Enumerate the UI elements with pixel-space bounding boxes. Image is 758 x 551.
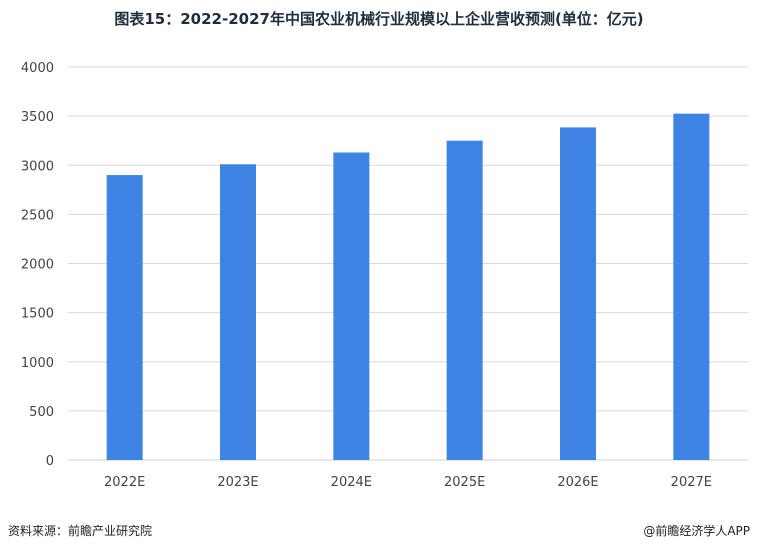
chart-title: 图表15：2022-2027年中国农业机械行业规模以上企业营收预测(单位：亿元) [114, 10, 644, 28]
x-axis-ticks: 2022E 2023E 2024E 2025E 2026E 2027E [104, 475, 712, 490]
bar-2026E [560, 127, 596, 460]
x-tick-label: 2027E [671, 475, 712, 490]
y-tick-label: 1500 [21, 307, 54, 322]
bars [106, 113, 710, 461]
bar-2023E [220, 164, 256, 460]
source-note: 资料来源：前瞻产业研究院 [8, 524, 153, 538]
y-tick-label: 3000 [21, 159, 54, 174]
bar-2027E [673, 113, 710, 460]
y-tick-label: 2500 [21, 208, 54, 223]
x-tick-label: 2022E [104, 475, 145, 490]
y-tick-label: 2000 [21, 258, 54, 273]
y-tick-label: 1000 [21, 356, 54, 371]
bar-2025E [446, 140, 483, 460]
grid-lines [68, 66, 748, 461]
y-axis-ticks: 0 500 1000 1500 2000 2500 3000 3500 4000 [21, 61, 54, 469]
x-tick-label: 2026E [557, 475, 598, 490]
x-tick-label: 2023E [217, 475, 258, 490]
y-tick-label: 4000 [21, 61, 54, 76]
bar-2024E [333, 152, 370, 461]
x-tick-label: 2024E [331, 475, 372, 490]
y-tick-label: 500 [29, 405, 54, 420]
bar-2022E [106, 175, 143, 460]
x-tick-label: 2025E [444, 475, 485, 490]
brand-credit: @前瞻经济学人APP [643, 524, 750, 538]
y-tick-label: 3500 [21, 110, 54, 125]
y-tick-label: 0 [46, 454, 54, 469]
